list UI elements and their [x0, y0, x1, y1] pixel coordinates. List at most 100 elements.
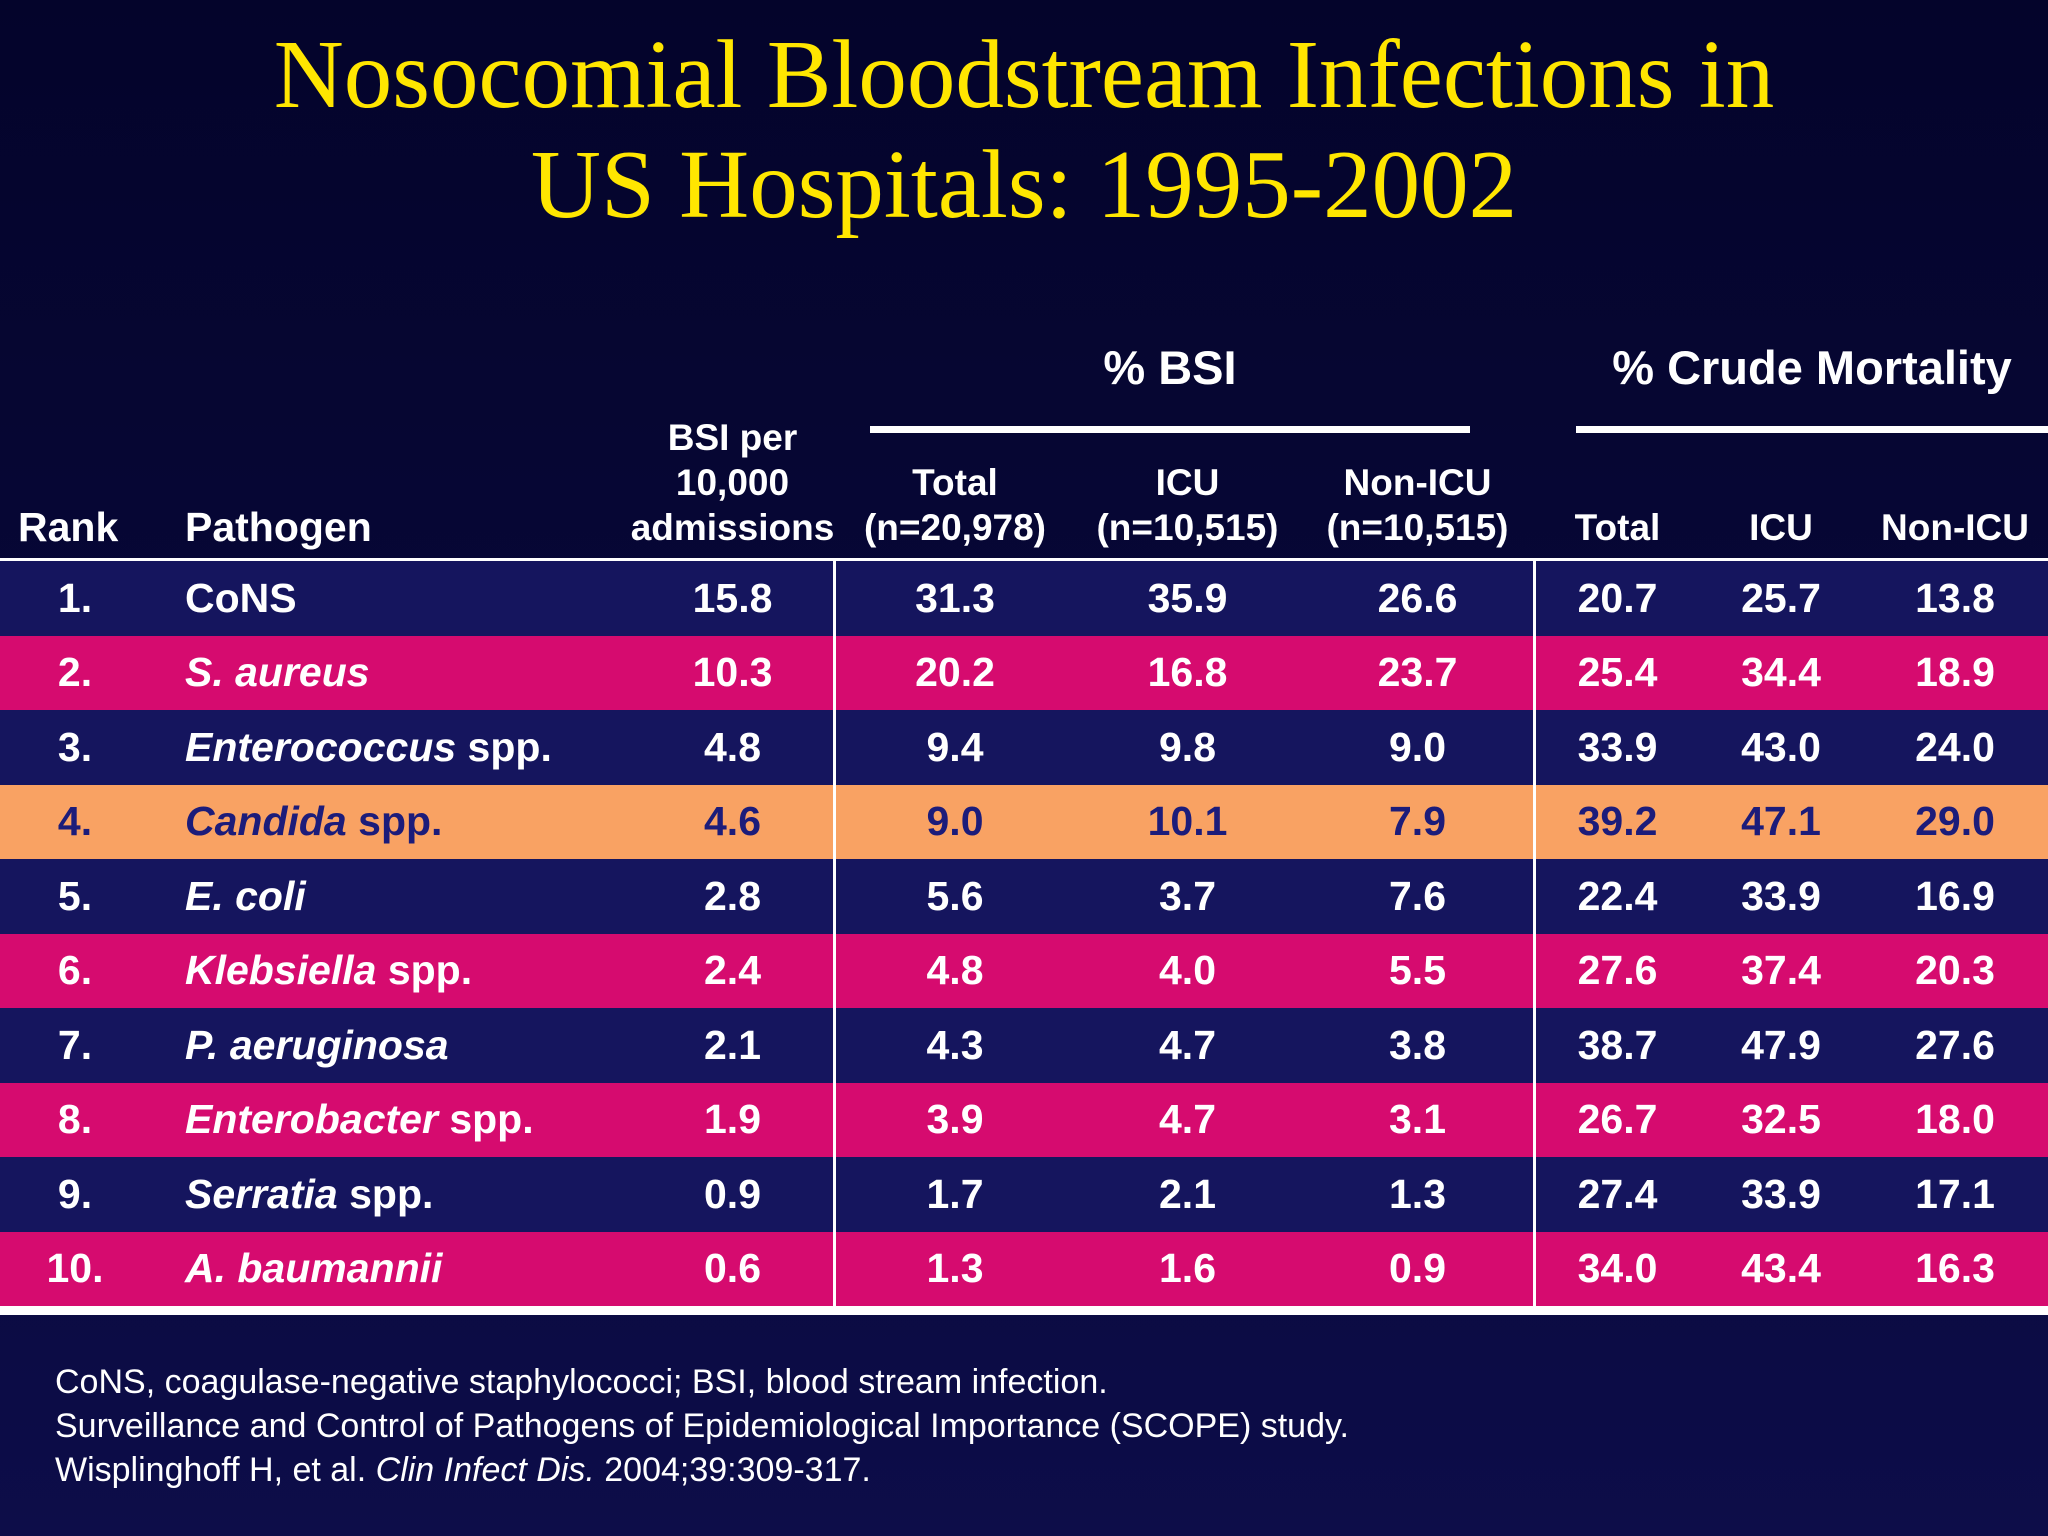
cell-bsi-icu: 16.8 [1147, 649, 1228, 696]
cell-bsi-per-10k: 1.9 [704, 1096, 761, 1143]
page-title: Nosocomial Bloodstream Infections in US … [0, 20, 2048, 239]
cell-bsi-non-icu: 0.9 [1389, 1245, 1446, 1292]
cell-bsi-per-10k: 0.9 [704, 1170, 761, 1217]
cell-mortality-total: 25.4 [1577, 649, 1658, 696]
cell-pathogen: Klebsiella spp. [150, 947, 630, 994]
pathogen-name-roman: spp. [437, 1096, 534, 1143]
pathogen-name-italic: Enterococcus [185, 723, 457, 770]
cell-mortality-icu: 47.1 [1741, 798, 1821, 845]
cell-mortality-non-icu: 20.3 [1915, 947, 1995, 994]
cell-bsi-per-10k: 4.8 [704, 723, 761, 770]
cell-mortality-icu: 33.9 [1741, 872, 1821, 919]
table-row: 2. S. aureus 10.3 20.2 16.8 23.7 25.4 34.4 18.9 [0, 635, 2048, 710]
cell-bsi-total: 9.0 [926, 798, 984, 845]
cell-bsi-icu: 1.6 [1159, 1245, 1216, 1292]
cell-rank: 2. [57, 649, 93, 696]
cell-mortality-total: 39.2 [1577, 798, 1658, 845]
table-row: 7. P. aeruginosa 2.1 4.3 4.7 3.8 38.7 47.9 27.6 [0, 1008, 2048, 1083]
cell-mortality-icu: 34.4 [1741, 649, 1821, 696]
cell-mortality-non-icu: 29.0 [1915, 798, 1995, 845]
cell-mortality-icu: 43.0 [1741, 723, 1821, 770]
cell-bsi-non-icu: 7.6 [1389, 872, 1446, 919]
footnote-citation-reference: 2004;39:309-317. [594, 1451, 871, 1489]
cell-pathogen: P. aeruginosa [150, 1022, 630, 1069]
pathogen-name-roman: spp. [376, 947, 473, 994]
column-header-bsi-non-icu: Non-ICU (n=10,515) [1326, 462, 1509, 548]
cell-bsi-icu: 4.0 [1159, 947, 1216, 994]
footnote: CoNS, coagulase-negative staphylococci; … [55, 1360, 1349, 1492]
cell-rank: 9. [57, 1170, 93, 1217]
bsi-group-underline [870, 426, 1470, 433]
cell-mortality-icu: 32.5 [1741, 1096, 1821, 1143]
cell-rank: 10. [46, 1245, 104, 1292]
cell-bsi-icu: 3.7 [1159, 872, 1216, 919]
footnote-citation-journal: Clin Infect Dis. [375, 1451, 595, 1489]
column-header-bsi-icu: ICU (n=10,515) [1096, 462, 1279, 548]
cell-mortality-icu: 43.4 [1741, 1245, 1821, 1292]
cell-mortality-total: 27.6 [1577, 947, 1658, 994]
cell-mortality-non-icu: 27.6 [1915, 1021, 1995, 1068]
table-row: 4. Candida spp. 4.6 9.0 10.1 7.9 39.2 47.1 29.0 [0, 784, 2048, 859]
cell-pathogen: CoNS [150, 575, 630, 622]
cell-rank: 3. [57, 723, 93, 770]
table-bottom-line [0, 1306, 2048, 1315]
column-header-bsi-total: Total (n=20,978) [863, 462, 1047, 548]
pathogen-name-italic: S. aureus [185, 649, 370, 696]
footnote-line-1: CoNS, coagulase-negative staphylococci; … [55, 1363, 1108, 1401]
cell-rank: 1. [57, 574, 93, 621]
cell-mortality-total: 26.7 [1577, 1096, 1658, 1143]
cell-pathogen: A. baumannii [150, 1245, 630, 1292]
table-row: 9. Serratia spp. 0.9 1.7 2.1 1.3 27.4 33.9 17.1 [0, 1157, 2048, 1232]
pathogen-name-roman: spp. [337, 1170, 434, 1217]
table-row: 8. Enterobacter spp. 1.9 3.9 4.7 3.1 26.7 32.5 1… [0, 1082, 2048, 1157]
cell-bsi-non-icu: 7.9 [1389, 798, 1446, 845]
table-row: 3. Enterococcus spp. 4.8 9.4 9.8 9.0 33.9 43.0 2… [0, 710, 2048, 785]
column-header-mortality-icu: ICU [1749, 507, 1813, 548]
cell-bsi-total: 4.8 [926, 947, 984, 994]
cell-bsi-icu: 2.1 [1159, 1170, 1216, 1217]
cell-bsi-total: 9.4 [926, 723, 984, 770]
cell-mortality-total: 34.0 [1577, 1245, 1658, 1292]
cell-bsi-icu: 4.7 [1159, 1096, 1216, 1143]
title-line-2: US Hospitals: 1995-2002 [530, 130, 1518, 238]
cell-bsi-non-icu: 23.7 [1377, 649, 1458, 696]
group-header-crude-mortality: % Crude Mortality [1612, 341, 2012, 394]
cell-bsi-icu: 10.1 [1147, 798, 1228, 845]
table-row: 5. E. coli 2.8 5.6 3.7 7.6 22.4 33.9 16.9 [0, 859, 2048, 934]
cell-mortality-total: 20.7 [1577, 574, 1658, 621]
cell-mortality-non-icu: 17.1 [1915, 1170, 1995, 1217]
pathogen-name-roman: spp. [456, 723, 552, 770]
cell-mortality-icu: 25.7 [1741, 574, 1821, 621]
table-row: 6. Klebsiella spp. 2.4 4.8 4.0 5.5 27.6 37.4 20.… [0, 933, 2048, 1008]
pathogen-name-italic: P. aeruginosa [185, 1021, 449, 1068]
cell-pathogen: Enterobacter spp. [150, 1096, 630, 1143]
table-row: 10. A. baumannii 0.6 1.3 1.6 0.9 34.0 43.4 16.3 [0, 1231, 2048, 1306]
cell-rank: 8. [57, 1096, 93, 1143]
cell-rank: 5. [57, 872, 93, 919]
table-row: 1. CoNS 15.8 31.3 35.9 26.6 20.7 25.7 13.8 [0, 561, 2048, 636]
pathogen-name-roman: CoNS [185, 574, 297, 621]
cell-mortality-non-icu: 16.9 [1915, 872, 1995, 919]
cell-bsi-non-icu: 26.6 [1377, 574, 1458, 621]
cell-rank: 7. [57, 1021, 93, 1068]
pathogen-name-italic: Serratia [185, 1170, 338, 1217]
cell-bsi-per-10k: 0.6 [704, 1245, 761, 1292]
cell-mortality-non-icu: 13.8 [1915, 574, 1995, 621]
pathogen-name-italic: A. baumannii [185, 1245, 443, 1292]
cell-mortality-total: 33.9 [1577, 723, 1658, 770]
cell-bsi-total: 20.2 [915, 649, 995, 696]
group-header-bsi: % BSI [1103, 341, 1237, 394]
cell-mortality-total: 38.7 [1577, 1021, 1658, 1068]
cell-mortality-non-icu: 16.3 [1915, 1245, 1995, 1292]
cell-mortality-icu: 33.9 [1741, 1170, 1821, 1217]
column-header-mortality-non-icu: Non-ICU [1881, 507, 2029, 548]
title-line-1: Nosocomial Bloodstream Infections in [273, 21, 1775, 128]
cell-bsi-non-icu: 3.8 [1389, 1021, 1446, 1068]
crude-mortality-group-underline [1576, 426, 2048, 433]
cell-pathogen: Enterococcus spp. [150, 724, 630, 771]
cell-bsi-total: 4.3 [926, 1021, 984, 1068]
pathogen-name-italic: Klebsiella [185, 947, 377, 994]
column-header-rank: Rank [18, 504, 119, 550]
cell-bsi-non-icu: 1.3 [1389, 1170, 1446, 1217]
cell-bsi-total: 31.3 [915, 574, 995, 621]
